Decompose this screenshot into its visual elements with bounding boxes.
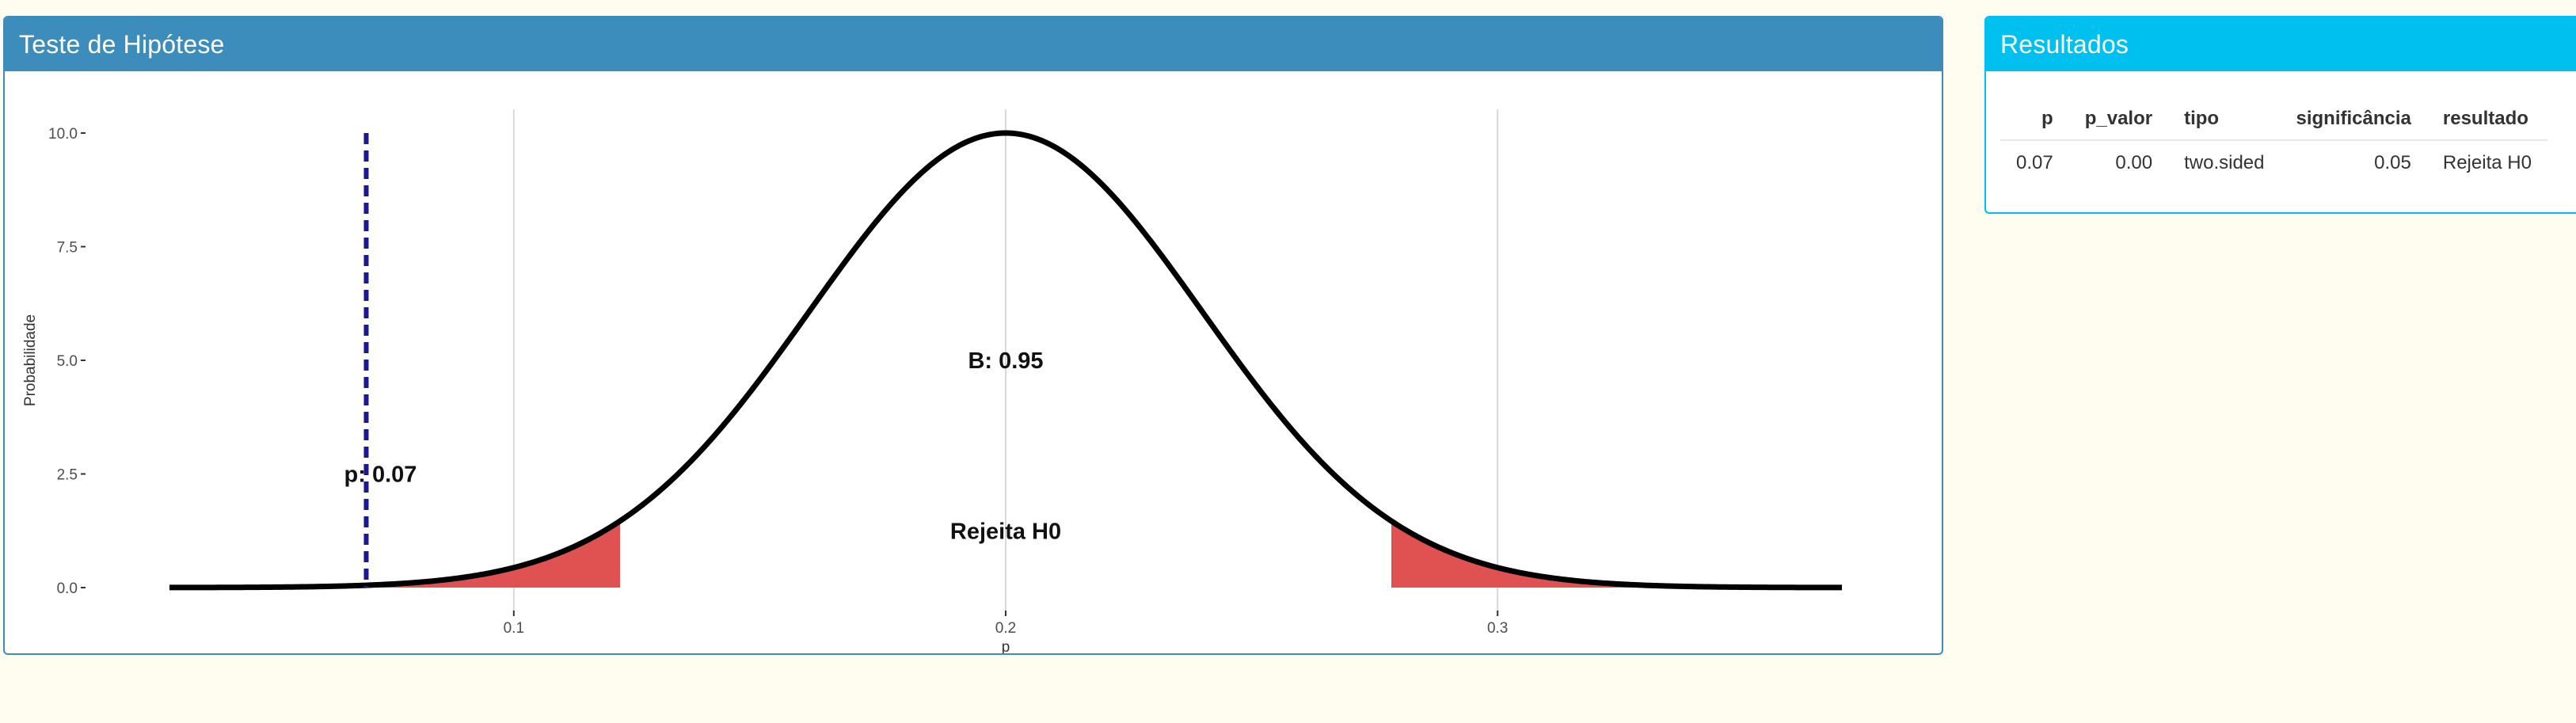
x-axis-tick-label: 0.2: [995, 620, 1016, 637]
x-axis-tick-label: 0.1: [504, 620, 524, 637]
table-header-row: p p_valor tipo significância resultado: [2000, 97, 2547, 141]
y-axis-tick-label: 7.5: [57, 240, 78, 257]
x-axis-label: p: [1002, 639, 1010, 653]
cell-resultado: Rejeita H0: [2442, 152, 2532, 173]
cell-p: 0.07: [2016, 152, 2053, 173]
results-table: p p_valor tipo significância resultado 0…: [2000, 97, 2547, 182]
y-axis-tick-label: 2.5: [57, 467, 78, 484]
axes: 0.0 2.5 5.0 7.5 10.0 0.1 0.2 0.3 p Probabilidade: [22, 126, 1508, 653]
y-axis-tick-label: 10.0: [48, 126, 78, 143]
annotations: p: 0.07 B: 0.95 Rejeita H0: [344, 348, 1062, 544]
column-header-p: p: [2000, 97, 2069, 141]
y-axis-tick-label: 5.0: [57, 353, 78, 370]
panel-title: Teste de Hipótese: [19, 29, 225, 59]
hypothesis-test-panel-header: Teste de Hipótese: [5, 17, 1942, 71]
hypothesis-test-panel: Teste de Hipótese 0.0 2.5 5.0 7.5 10.0 0.1 0.2…: [3, 16, 1943, 655]
y-axis-tick-label: 0.0: [57, 580, 78, 597]
density-curve-group: [169, 130, 1843, 591]
decision-label: Rejeita H0: [950, 519, 1061, 544]
column-header-p-valor: p_valor: [2068, 97, 2169, 141]
results-panel: Resultados p p_valor tipo significância …: [1984, 16, 2576, 214]
density-curve: [169, 130, 1843, 591]
panel-title: Resultados: [2000, 29, 2129, 59]
column-header-tipo: tipo: [2168, 97, 2281, 141]
y-axis-label: Probabilidade: [22, 314, 39, 406]
hypothesis-test-chart: 0.02.55.07.510.00.1 0.2 0.3pProbabilidade …: [22, 109, 1843, 653]
column-header-resultado: resultado: [2426, 97, 2547, 141]
observed-value-label: p: 0.07: [344, 462, 417, 488]
table-row: 0.07 0.00 two.sided 0.05 Rejeita H0: [2000, 140, 2547, 182]
cell-p-valor: 0.00: [2115, 152, 2153, 173]
grid-lines: [512, 109, 1499, 612]
power-label: B: 0.95: [968, 348, 1043, 374]
cell-significancia: 0.05: [2374, 152, 2411, 173]
x-axis-tick-label: 0.3: [1487, 620, 1508, 637]
cell-tipo: two.sided: [2184, 152, 2265, 173]
column-header-significancia: significância: [2280, 97, 2427, 141]
results-panel-header: Resultados: [1986, 17, 2576, 71]
